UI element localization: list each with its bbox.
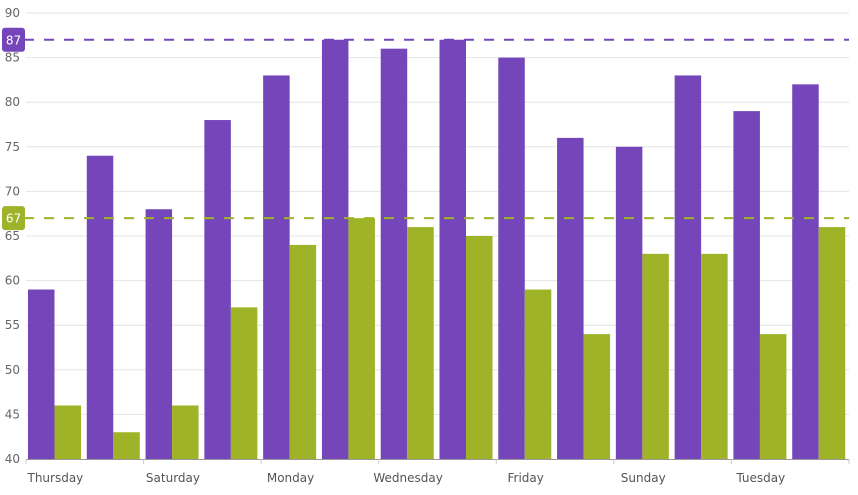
bar-series-1-6[interactable] [380, 48, 408, 460]
y-tick-label: 90 [5, 6, 20, 20]
bar-series-2-7[interactable] [466, 236, 493, 459]
bar-series-2-8[interactable] [524, 289, 552, 459]
y-tick-label: 55 [5, 318, 20, 332]
bar-series-1-8[interactable] [498, 57, 525, 459]
bar-series-2-9[interactable] [583, 334, 611, 459]
bar-series-1-0[interactable] [28, 289, 55, 459]
reference-label: 67 [6, 212, 21, 226]
bars [28, 39, 846, 460]
bar-series-1-9[interactable] [557, 137, 584, 459]
y-tick-label: 45 [5, 407, 20, 421]
x-category-label: Monday [267, 471, 314, 485]
bar-series-2-10[interactable] [642, 253, 669, 459]
bar-series-2-3[interactable] [230, 307, 258, 459]
x-category-label: Thursday [26, 471, 83, 485]
x-category-label: Tuesday [735, 471, 785, 485]
reference-lines: 87 67 [2, 27, 849, 231]
bar-series-2-11[interactable] [701, 253, 728, 459]
x-category-label: Friday [507, 471, 543, 485]
bar-series-2-1[interactable] [113, 432, 140, 459]
bar-series-1-13[interactable] [792, 84, 819, 460]
bar-series-2-4[interactable] [289, 244, 317, 459]
y-tick-label: 65 [5, 229, 20, 243]
x-category-label: Sunday [621, 471, 666, 485]
y-axis: 40 45 50 55 60 65 70 75 80 85 90 [5, 6, 20, 466]
bar-series-2-6[interactable] [407, 227, 434, 459]
x-category-label: Wednesday [373, 471, 442, 485]
reference-label-badge [2, 27, 25, 52]
y-tick-label: 60 [5, 274, 20, 288]
y-tick-label: 50 [5, 363, 20, 377]
bar-series-1-10[interactable] [615, 146, 643, 460]
bar-series-2-13[interactable] [818, 227, 846, 459]
y-tick-label: 85 [5, 51, 20, 65]
bar-series-2-5[interactable] [348, 218, 375, 459]
bar-series-2-0[interactable] [54, 405, 82, 459]
y-tick-label: 75 [5, 140, 20, 154]
y-tick-label: 80 [5, 95, 20, 109]
bar-series-1-2[interactable] [145, 209, 173, 459]
reference-label: 87 [6, 33, 21, 47]
bar-series-1-3[interactable] [204, 120, 231, 459]
bar-series-1-12[interactable] [733, 111, 760, 460]
reference-label-badge [2, 206, 25, 231]
bar-series-2-2[interactable] [172, 405, 199, 459]
y-tick-label: 70 [5, 184, 20, 198]
bar-series-1-5[interactable] [321, 39, 349, 459]
bar-series-1-11[interactable] [674, 75, 702, 459]
x-axis: Thursday Saturday Monday Wednesday Friday Sun… [25, 459, 850, 485]
x-category-label: Saturday [146, 471, 200, 485]
bar-series-1-1[interactable] [86, 155, 114, 459]
bar-series-2-12[interactable] [759, 334, 787, 459]
bar-series-1-4[interactable] [263, 75, 290, 459]
bar-series-1-7[interactable] [439, 39, 467, 459]
y-tick-label: 40 [5, 452, 20, 466]
